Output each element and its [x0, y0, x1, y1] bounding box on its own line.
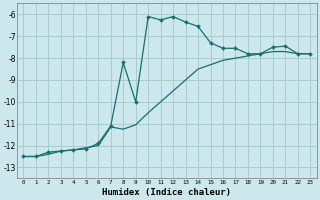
X-axis label: Humidex (Indice chaleur): Humidex (Indice chaleur) — [102, 188, 231, 197]
